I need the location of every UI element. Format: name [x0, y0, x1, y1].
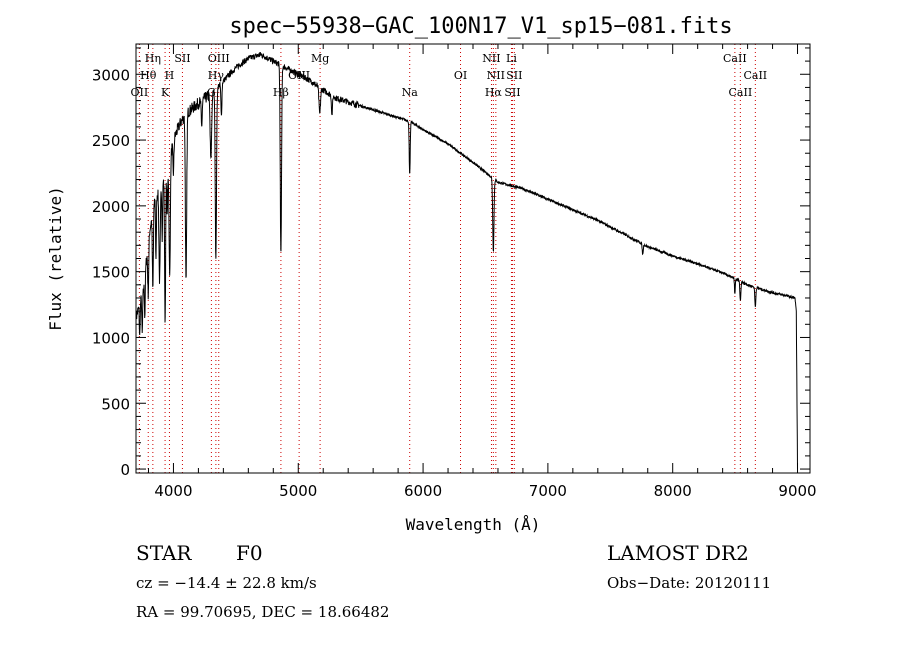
- line-label-22: CaII: [743, 69, 767, 82]
- line-label-8: OIII: [208, 52, 230, 65]
- y-tick-label-5: 2500: [92, 132, 130, 150]
- line-label-0: OII: [131, 86, 149, 99]
- coordinates: RA = 99.70695, DEC = 18.66482: [136, 603, 390, 621]
- line-label-14: NII: [482, 52, 500, 65]
- x-tick-label-4: 8000: [654, 482, 692, 500]
- line-label-2: Hη: [145, 52, 161, 65]
- line-label-10: OIII: [288, 69, 310, 82]
- y-tick-label-6: 3000: [92, 66, 130, 84]
- y-tick-label-1: 500: [101, 395, 130, 413]
- line-label-6: G: [207, 86, 216, 99]
- object-subclass: F0: [236, 541, 263, 565]
- line-label-13: OI: [454, 69, 467, 82]
- x-axis-label: Wavelength (Å): [406, 515, 541, 534]
- line-label-21: CaII: [729, 86, 753, 99]
- survey-label: LAMOST DR2: [607, 541, 749, 565]
- plot-frame: [135, 43, 811, 474]
- line-label-4: H: [165, 69, 175, 82]
- obs-date: Obs−Date: 20120111: [607, 574, 772, 592]
- x-tick-label-0: 4000: [154, 482, 192, 500]
- y-tick-label-4: 2000: [92, 198, 130, 216]
- line-label-3: K: [161, 86, 170, 99]
- spectrum-line: [135, 51, 798, 470]
- y-tick-label-0: 0: [120, 461, 130, 479]
- x-tick-label-1: 5000: [279, 482, 317, 500]
- y-axis-label: Flux (relative): [46, 186, 65, 331]
- line-label-18: SII: [504, 86, 520, 99]
- line-label-1: Hθ: [140, 69, 157, 82]
- line-label-15: Hα: [485, 86, 503, 99]
- x-tick-label-2: 6000: [404, 482, 442, 500]
- y-tick-label-2: 1000: [92, 329, 130, 347]
- line-label-20: CaII: [723, 52, 747, 65]
- line-label-5: SII: [174, 52, 190, 65]
- line-label-12: Na: [402, 86, 419, 99]
- line-label-17: Li: [506, 52, 517, 65]
- y-tick-label-3: 1500: [92, 264, 130, 282]
- chart-title: spec−55938−GAC_100N17_V1_sp15−081.fits: [229, 14, 732, 39]
- line-label-16: NII: [487, 69, 505, 82]
- x-tick-label-5: 9000: [778, 482, 816, 500]
- line-label-7: Hγ: [208, 69, 225, 82]
- line-label-19: SII: [506, 69, 522, 82]
- x-tick-label-3: 7000: [529, 482, 567, 500]
- line-label-9: Hβ: [273, 86, 289, 99]
- line-label-11: Mg: [311, 52, 329, 65]
- redshift-readout: cz = −14.4 ± 22.8 km/s: [136, 574, 317, 592]
- object-class: STAR: [136, 541, 192, 565]
